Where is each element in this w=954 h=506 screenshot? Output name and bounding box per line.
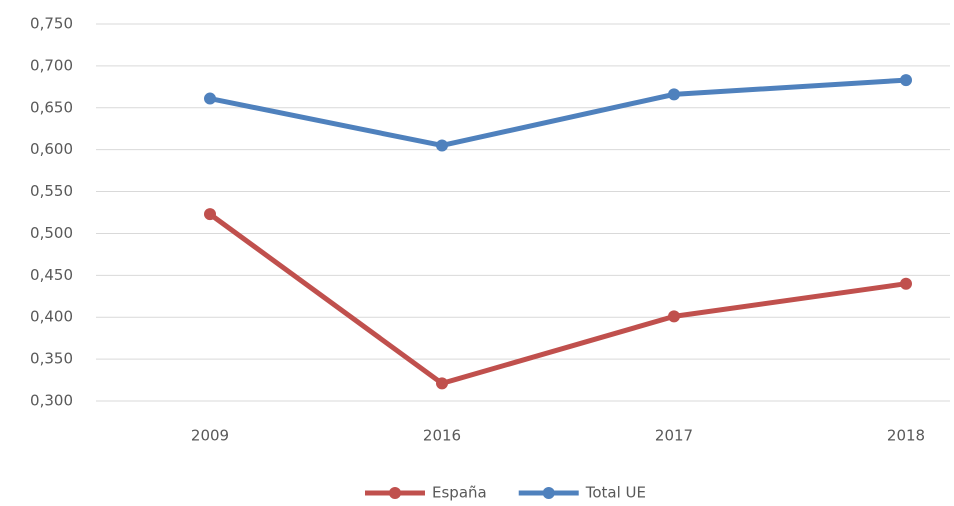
y-tick-label: 0,700: [30, 56, 73, 74]
legend-label: Total UE: [585, 484, 646, 502]
y-tick-label: 0,650: [30, 98, 73, 116]
legend-marker: [542, 487, 555, 499]
data-point: [436, 377, 448, 390]
y-tick-label: 0,300: [30, 392, 73, 410]
x-tick-label: 2009: [191, 427, 229, 445]
y-tick-label: 0,350: [30, 350, 73, 368]
series-line: [209, 77, 907, 148]
y-tick-label: 0,550: [30, 182, 73, 200]
legend-label: España: [432, 484, 487, 502]
y-tick-label: 0,400: [30, 308, 73, 326]
data-point: [900, 277, 912, 290]
y-tick-label: 0,600: [30, 140, 73, 158]
x-tick-label: 2018: [887, 427, 925, 445]
x-tick-label: 2017: [655, 427, 693, 445]
data-point: [900, 74, 912, 87]
data-point: [668, 88, 680, 101]
series-line: [208, 212, 907, 386]
data-point: [204, 92, 216, 105]
legend-marker: [389, 487, 401, 499]
y-tick-label: 0,450: [30, 266, 73, 284]
y-tick-label: 0,500: [30, 224, 73, 242]
data-point: [668, 310, 680, 323]
data-point: [204, 208, 216, 221]
x-tick-label: 2016: [423, 427, 461, 445]
data-point: [436, 139, 448, 152]
y-tick-label: 0,750: [30, 15, 73, 33]
